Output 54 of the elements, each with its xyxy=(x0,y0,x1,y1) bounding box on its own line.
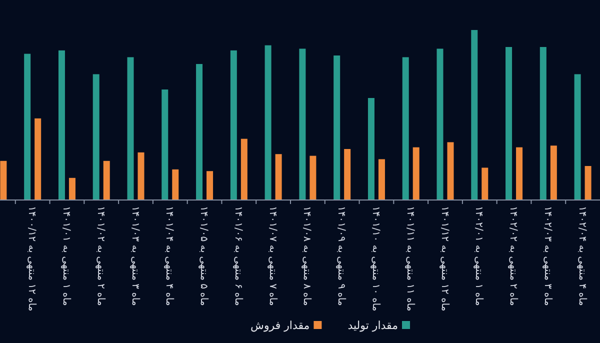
bar xyxy=(103,160,110,200)
x-tick-label: ماه ۲ منتهی به ۱۴۰۱/۰۲ xyxy=(94,206,106,306)
x-tick-label: ماه ۶ منتهی به ۱۴۰۱/۰۶ xyxy=(232,206,244,306)
bar xyxy=(412,147,420,200)
bar xyxy=(299,48,306,200)
bar xyxy=(0,160,7,200)
x-tick-label: ماه ۳ منتهی به ۱۴۰۱/۰۳ xyxy=(129,206,140,306)
x-tick-label: ماه ۵ منتهی به ۱۴۰۱/۰۵ xyxy=(198,206,210,306)
bar xyxy=(402,57,409,200)
bar xyxy=(310,156,316,200)
bar xyxy=(344,149,351,200)
bar xyxy=(206,171,214,200)
x-tick-label: ماه ۹ منتهی به ۱۴۰۱/۰۹ xyxy=(336,206,347,306)
bar xyxy=(334,56,340,200)
x-tick-label: ماه ۴ منتهی به ۱۴۰۲/۰۴ xyxy=(576,206,588,306)
bar xyxy=(264,45,272,200)
bar xyxy=(540,47,546,200)
bar xyxy=(240,138,248,200)
bar xyxy=(574,74,581,200)
x-tick-label: ماه ۸ منتهی به ۱۴۰۱/۰۸ xyxy=(301,206,312,306)
bar xyxy=(138,152,144,200)
bar xyxy=(275,154,282,200)
bar xyxy=(162,90,168,200)
bar xyxy=(127,57,134,200)
bar xyxy=(68,178,76,200)
x-tick-label: ماه ۱ منتهی به ۱۴۰۱/۰۱ xyxy=(60,206,72,306)
bar xyxy=(550,146,557,200)
bar xyxy=(516,147,523,200)
bar xyxy=(447,142,454,200)
bar xyxy=(172,169,179,200)
legend-label: مقدار تولید xyxy=(348,318,398,332)
x-tick-label: ماه ۴ منتهی به ۱۴۰۱/۰۴ xyxy=(164,206,175,306)
bar xyxy=(506,47,512,200)
bar xyxy=(24,54,31,200)
x-tick-label: ماه ۳ منتهی به ۱۴۰۲/۰۳ xyxy=(542,206,553,306)
bar xyxy=(368,98,374,200)
bar xyxy=(436,48,444,200)
x-tick-label: ماه ۱۲ منتهی به ۱۴۰۱/۱۲ xyxy=(438,206,450,312)
x-tick-label: ماه ۱ منتهی به ۱۴۰۲/۰۱ xyxy=(473,206,484,306)
bar xyxy=(230,50,237,200)
x-tick-label: ماه ۱۱ منتهی به ۱۴۰۱/۱۱ xyxy=(404,206,416,312)
x-tick-label: ماه ۲ منتهی به ۱۴۰۲/۰۲ xyxy=(508,206,519,306)
bar xyxy=(378,159,385,200)
x-tick-label: ماه ۱۰ منتهی به ۱۴۰۱/۱۰ xyxy=(370,206,381,312)
legend-label: مقدار فروش xyxy=(250,318,310,332)
bar xyxy=(482,168,488,200)
bar xyxy=(34,118,42,200)
bar xyxy=(92,74,100,200)
x-tick-label: ماه ۱۲ منتهی به ۱۴۰۰/۱۲ xyxy=(26,206,38,312)
x-tick-label: ماه ۷ منتهی به ۱۴۰۱/۰۷ xyxy=(266,206,278,306)
bar xyxy=(584,166,592,200)
bar xyxy=(58,50,65,200)
bar xyxy=(471,30,478,200)
bar xyxy=(196,64,203,200)
